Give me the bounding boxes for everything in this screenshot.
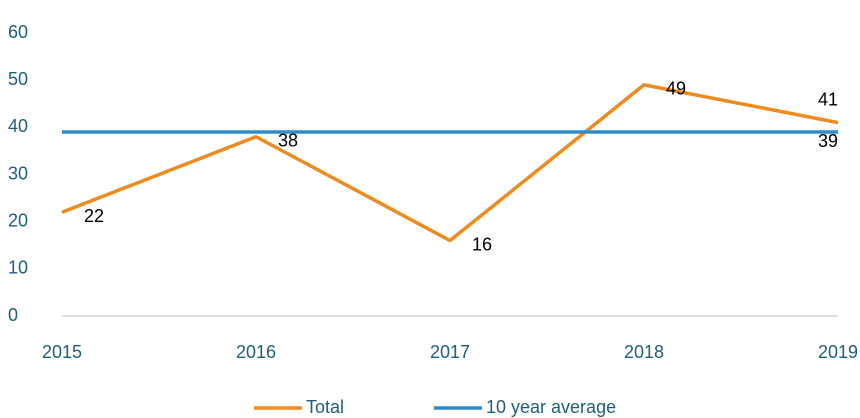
data-label: 39 [818,131,838,151]
y-tick-label: 10 [8,258,28,278]
legend-label: 10 year average [486,397,616,417]
data-label: 38 [278,131,298,151]
x-tick-label: 2019 [818,342,858,362]
legend-label: Total [306,397,344,417]
x-tick-label: 2015 [42,342,82,362]
y-tick-label: 50 [8,69,28,89]
y-tick-label: 0 [8,305,18,325]
x-tick-label: 2017 [430,342,470,362]
y-tick-label: 20 [8,210,28,230]
y-tick-label: 30 [8,163,28,183]
y-tick-label: 40 [8,116,28,136]
data-label: 49 [666,79,686,99]
x-tick-label: 2018 [624,342,664,362]
data-label: 16 [472,234,492,254]
x-tick-label: 2016 [236,342,276,362]
series-line [61,83,839,243]
data-label: 41 [818,89,838,109]
data-label: 22 [84,206,104,226]
y-tick-label: 60 [8,22,28,42]
